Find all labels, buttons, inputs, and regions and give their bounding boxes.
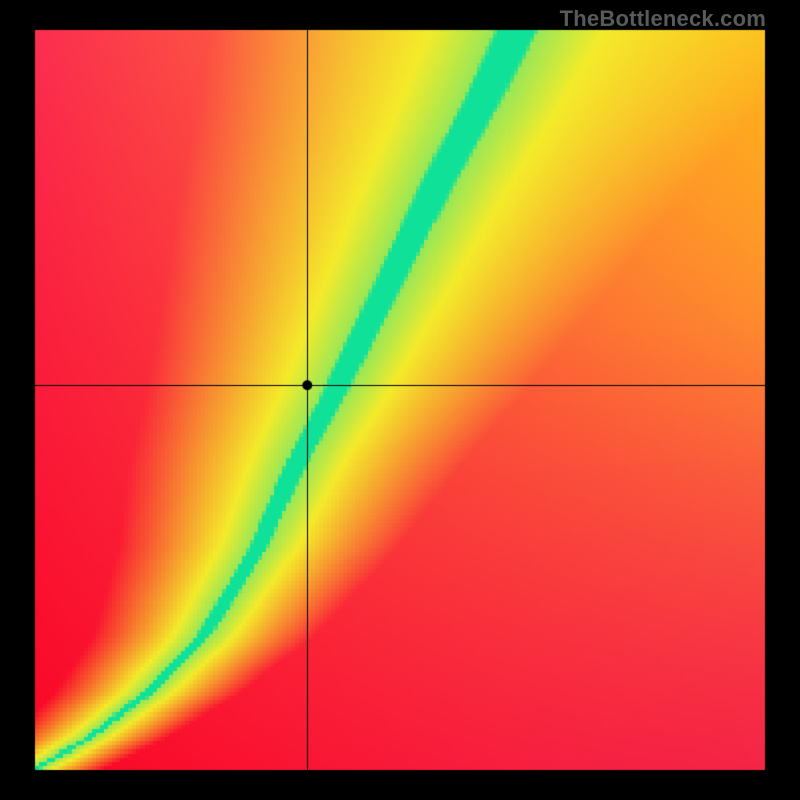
bottleneck-heatmap <box>0 0 800 800</box>
chart-container: { "watermark": { "text": "TheBottleneck.… <box>0 0 800 800</box>
watermark-text: TheBottleneck.com <box>560 6 766 32</box>
